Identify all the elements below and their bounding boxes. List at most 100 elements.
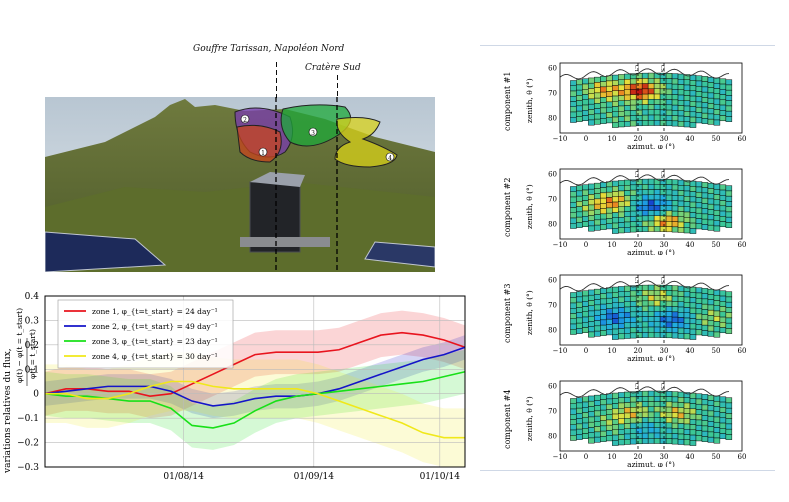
heatmap-cell (635, 115, 643, 121)
heatmap-x-tick-label: 20 (634, 347, 643, 355)
heatmap-cell (725, 195, 733, 202)
heatmap-cell (713, 93, 721, 100)
heatmap-cell (701, 394, 709, 400)
heatmap-cell (713, 225, 721, 232)
heatmap-x-tick-label: 10 (608, 241, 617, 249)
heatmap-cell (725, 322, 733, 329)
heatmap-cell (701, 409, 709, 416)
heatmap-cell (623, 327, 631, 334)
heatmap-x-tick-label: 20 (634, 453, 643, 461)
heatmap-cell (594, 410, 601, 417)
heatmap-cell (719, 115, 727, 122)
heatmap-cell (665, 215, 673, 222)
heatmap-ylabel: zenith, θ (°) (525, 396, 534, 441)
heatmap-cell (707, 108, 715, 115)
heatmap-cell (665, 78, 673, 85)
heatmap-cell (659, 401, 667, 408)
heatmap-cell (623, 94, 631, 101)
heatmap-cell (659, 226, 667, 232)
heatmap-x-tick-label: 0 (584, 453, 588, 461)
heatmap-cell (719, 422, 727, 429)
heatmap-cell (606, 398, 613, 405)
heatmap-cell (677, 206, 685, 212)
heatmap-cell (653, 215, 661, 222)
heatmap-cell (582, 216, 589, 222)
heatmap-cell (671, 99, 679, 106)
heatmap-cell (641, 422, 649, 429)
heatmap-cell (683, 227, 691, 234)
heatmap-cell (641, 178, 649, 185)
heatmap-cell (588, 421, 595, 428)
heatmap-cell (683, 323, 691, 329)
heatmap-cell (677, 190, 685, 196)
heatmap-cell (719, 417, 727, 424)
heatmap-cell (725, 317, 733, 324)
heatmap-cell (701, 197, 709, 204)
heatmap-cell (618, 413, 625, 419)
heatmap-cell (695, 424, 703, 431)
heatmap-cell (600, 303, 607, 310)
heatmap-cell (689, 201, 697, 208)
heatmap-cell (594, 299, 601, 306)
heatmap-cell (635, 184, 643, 191)
heatmap-cell (629, 290, 637, 297)
heatmap-cell (618, 439, 625, 446)
flux-y-tick-label: 0.1 (25, 365, 39, 375)
heatmap-cell (576, 428, 583, 435)
heatmap-cell (641, 114, 649, 121)
heatmap-cell (671, 110, 679, 116)
heatmap-cell (677, 412, 685, 419)
heatmap-cell (713, 77, 721, 84)
heatmap-cell (576, 407, 583, 414)
heatmap-cell (653, 205, 661, 211)
heatmap-cell (665, 332, 673, 339)
heatmap-cell (677, 402, 685, 408)
label-cratere-sud: Cratère Sud (305, 63, 361, 73)
heatmap-cell (665, 194, 673, 201)
heatmap-cell (647, 390, 655, 397)
heatmap-cell (570, 223, 577, 229)
heatmap-cell (629, 110, 637, 116)
heatmap-cell (707, 193, 715, 200)
heatmap-cell (600, 197, 607, 204)
heatmap-cell (623, 110, 631, 117)
heatmap-cell (677, 327, 685, 334)
heatmap-y-tick-label: 60 (548, 65, 557, 73)
heatmap-cell (629, 216, 637, 222)
heatmap-cell (612, 101, 619, 107)
heatmap-cell (707, 320, 715, 327)
heatmap-cell (707, 224, 715, 231)
heatmap-cell (647, 83, 655, 89)
heatmap-cell (576, 322, 583, 329)
heatmap-cell (629, 396, 637, 403)
heatmap-cell (588, 220, 595, 227)
heatmap-cell (600, 107, 607, 114)
heatmap-cell (594, 315, 601, 321)
heatmap-cell (594, 400, 601, 406)
heatmap-cell (671, 396, 679, 403)
heatmap-cell (612, 90, 619, 97)
heatmap-cell (629, 412, 637, 419)
heatmap-cell (647, 326, 655, 333)
mountain-profile-line (559, 386, 730, 398)
heatmap-cell (570, 106, 577, 113)
heatmap-cell (665, 306, 673, 312)
heatmap-cell (623, 190, 631, 196)
heatmap-cell (653, 88, 661, 95)
heatmap-cell (641, 411, 649, 418)
heatmap-cell (576, 105, 583, 112)
heatmap-cell (641, 321, 649, 328)
heatmap-cell (582, 115, 589, 121)
heatmap-cell (612, 106, 619, 113)
heatmap-cell (641, 109, 649, 116)
heatmap-cell (659, 406, 667, 413)
heatmap-cell (707, 113, 715, 120)
heatmap-x-tick-label: −10 (553, 453, 568, 461)
heatmap-cell (653, 120, 661, 126)
flux-band-2 (45, 335, 465, 419)
heatmap-cell (689, 328, 697, 335)
heatmap-cell (606, 85, 613, 92)
heatmap-cell (665, 321, 673, 328)
heatmap-cell (612, 292, 619, 298)
heatmap-cell (713, 432, 721, 439)
